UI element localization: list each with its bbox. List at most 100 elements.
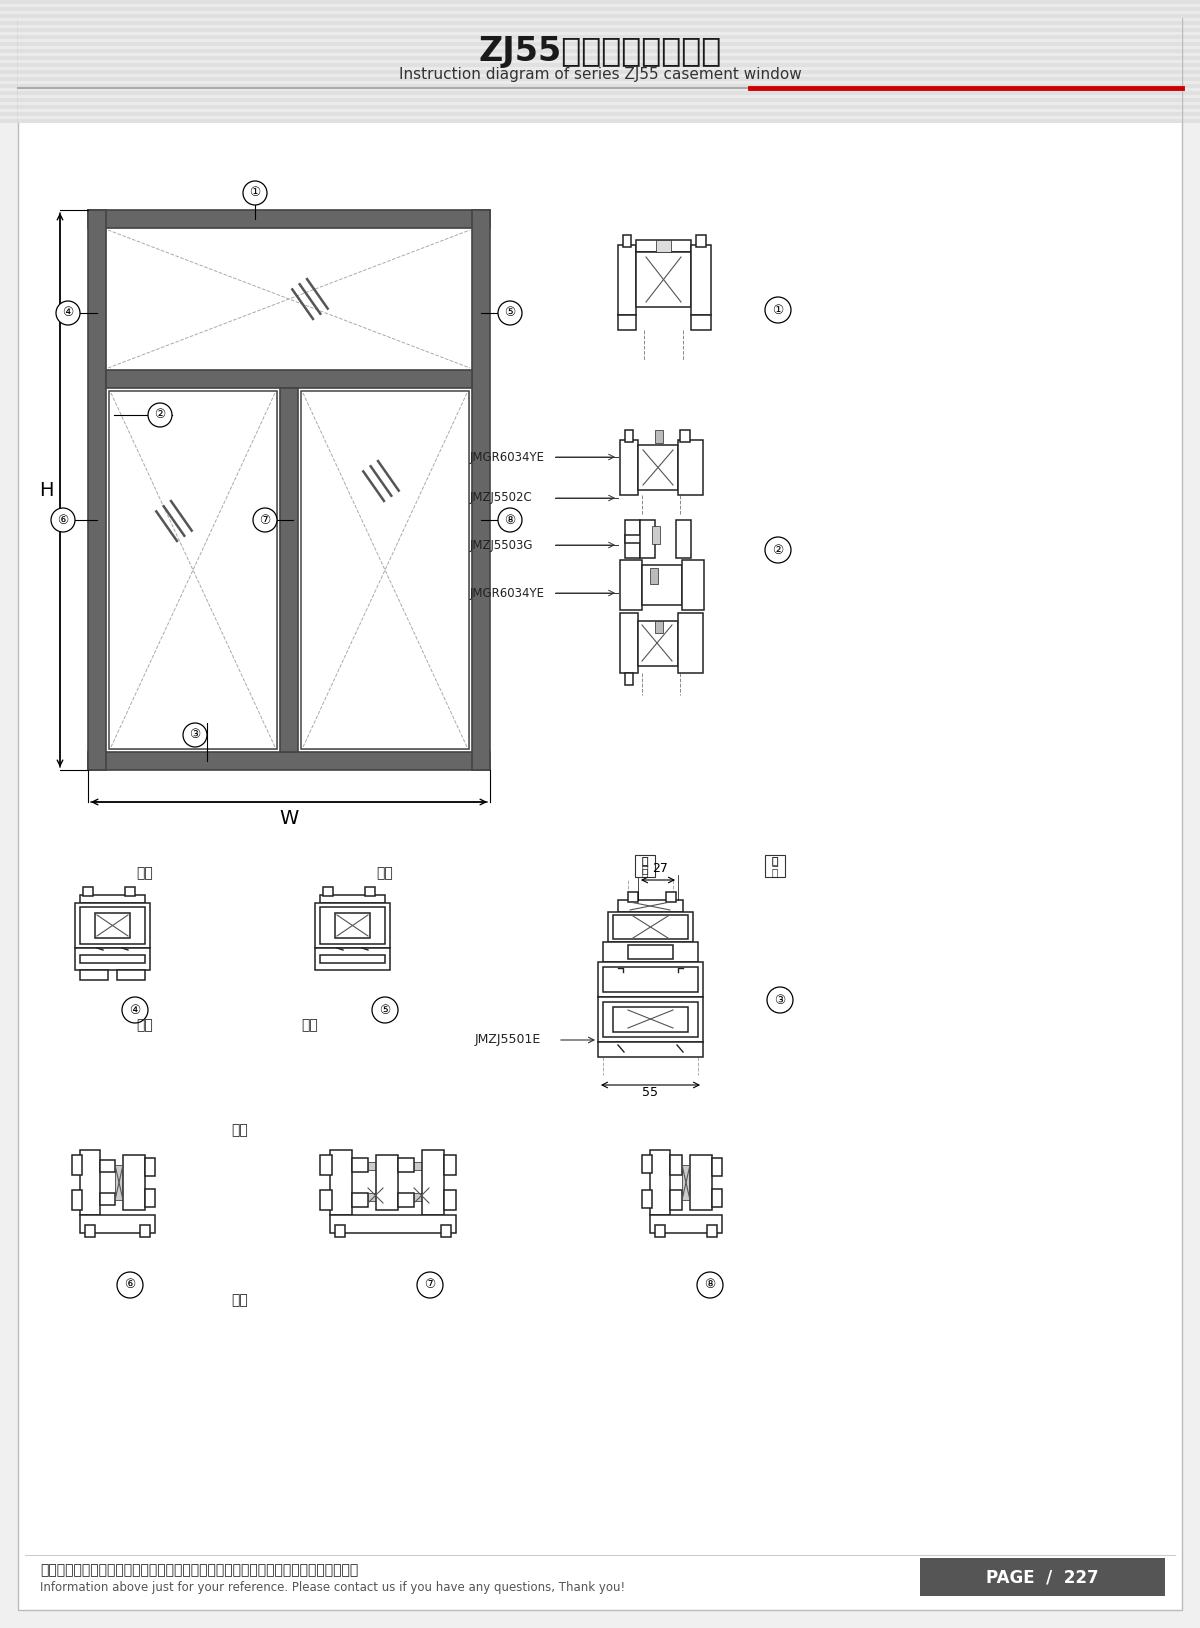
Bar <box>118 970 145 980</box>
Bar <box>636 239 691 252</box>
Circle shape <box>766 296 791 322</box>
Bar <box>638 444 678 490</box>
Bar <box>88 752 490 770</box>
Bar <box>0 104 1200 109</box>
Bar <box>330 1214 456 1232</box>
Bar <box>0 112 1200 116</box>
Text: H: H <box>38 480 53 500</box>
Bar <box>18 101 1182 104</box>
Bar <box>88 210 106 770</box>
Bar <box>74 947 150 970</box>
Bar <box>72 1154 82 1175</box>
Text: 室: 室 <box>642 856 648 868</box>
Bar <box>0 24 1200 28</box>
Bar <box>18 7 1182 10</box>
Bar <box>414 1162 422 1171</box>
Bar <box>18 116 1182 119</box>
Text: ②: ② <box>155 409 166 422</box>
Bar <box>0 55 1200 60</box>
Text: ⑥: ⑥ <box>58 513 68 526</box>
Bar <box>18 119 1182 122</box>
Bar <box>18 88 1182 91</box>
Bar <box>642 1190 652 1208</box>
Text: 55: 55 <box>642 1086 658 1099</box>
Circle shape <box>767 987 793 1013</box>
Bar <box>650 1214 722 1232</box>
Bar <box>0 73 1200 77</box>
Bar <box>18 91 1182 94</box>
Bar <box>314 904 390 947</box>
Bar <box>766 855 785 877</box>
Bar <box>620 560 642 610</box>
Text: JMGR6034YE: JMGR6034YE <box>470 451 545 464</box>
Bar <box>0 3 1200 7</box>
Bar <box>0 70 1200 73</box>
Bar <box>623 234 631 247</box>
Bar <box>80 1149 100 1214</box>
Bar <box>18 80 1182 85</box>
Bar <box>0 0 1200 3</box>
Bar <box>444 1154 456 1175</box>
Bar <box>0 31 1200 34</box>
Bar <box>0 98 1200 101</box>
Bar <box>18 15 1182 18</box>
Circle shape <box>697 1271 722 1298</box>
Bar <box>670 1190 682 1210</box>
Bar <box>18 63 1182 67</box>
Bar <box>80 907 145 944</box>
Bar <box>18 77 1182 80</box>
Text: ⑤: ⑤ <box>504 306 516 319</box>
Bar <box>109 391 277 749</box>
Text: 室: 室 <box>772 856 779 868</box>
Bar <box>0 116 1200 119</box>
Bar <box>115 1166 124 1200</box>
Bar <box>652 526 660 544</box>
Bar <box>625 536 655 544</box>
Bar <box>100 1193 115 1205</box>
Bar <box>656 239 671 252</box>
Bar <box>109 391 277 749</box>
Bar <box>280 387 298 752</box>
Bar <box>0 46 1200 49</box>
Text: ⑥: ⑥ <box>125 1278 136 1291</box>
Text: ZJ55系列平开窗结构图: ZJ55系列平开窗结构图 <box>479 36 721 68</box>
Bar <box>0 42 1200 46</box>
Bar <box>618 244 636 314</box>
Bar <box>18 98 1182 101</box>
Bar <box>106 228 472 370</box>
Bar <box>655 430 662 443</box>
Bar <box>0 109 1200 112</box>
Circle shape <box>122 996 148 1022</box>
Bar <box>636 252 691 308</box>
Text: PAGE  /  227: PAGE / 227 <box>985 1568 1098 1586</box>
Circle shape <box>242 181 266 205</box>
Bar <box>676 519 691 558</box>
Bar <box>18 3 1182 7</box>
Bar <box>83 887 94 895</box>
Bar <box>323 887 334 895</box>
Bar <box>376 1154 398 1210</box>
Bar <box>18 94 1182 98</box>
Bar <box>18 42 1182 46</box>
Bar <box>125 887 134 895</box>
Bar <box>18 34 1182 39</box>
Bar <box>0 21 1200 24</box>
Bar <box>301 391 469 749</box>
Bar <box>691 244 710 314</box>
Bar <box>712 1158 722 1175</box>
Bar <box>642 565 682 606</box>
Bar <box>320 907 385 944</box>
Bar <box>666 892 676 902</box>
Bar <box>352 1158 368 1172</box>
Bar <box>0 77 1200 80</box>
Text: JMGR6034YE: JMGR6034YE <box>470 586 545 599</box>
Bar <box>655 1224 665 1237</box>
Bar <box>920 1558 1165 1595</box>
Bar <box>88 210 490 228</box>
Text: ⑦: ⑦ <box>425 1278 436 1291</box>
Bar <box>18 85 1182 88</box>
Bar <box>625 672 634 685</box>
Bar <box>140 1224 150 1237</box>
Bar <box>320 956 385 964</box>
Bar <box>0 60 1200 63</box>
